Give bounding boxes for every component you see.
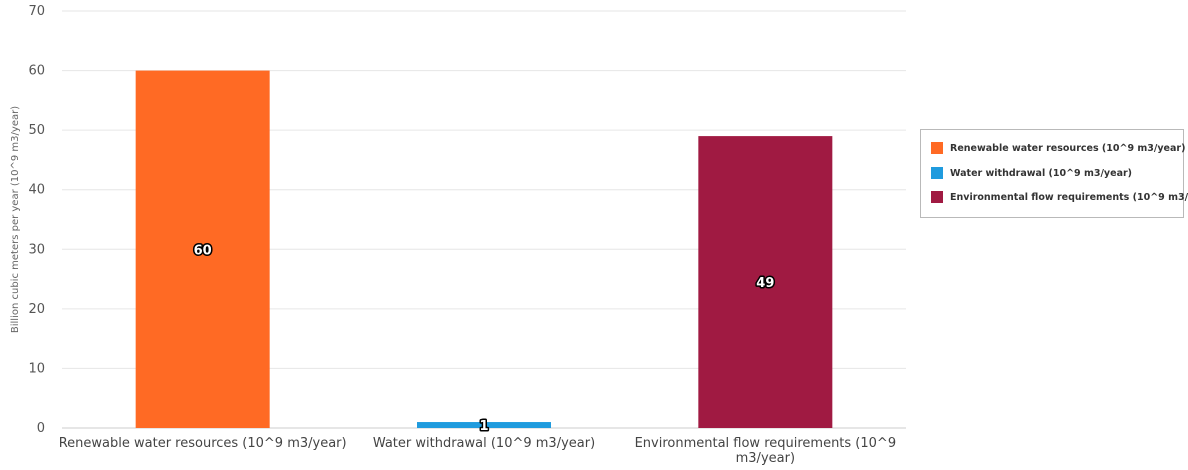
y-tick-label: 30	[28, 242, 45, 257]
legend-swatch-withdrawal	[931, 167, 943, 179]
legend-swatch-environmental	[931, 191, 943, 203]
data-labels: 60 1 49	[192, 242, 776, 436]
y-axis-label: Billion cubic meters per year (10^9 m3/y…	[10, 106, 21, 333]
bar[interactable]	[417, 422, 551, 428]
legend-item-environmental[interactable]: Environmental flow requirements (10^9 m3…	[931, 190, 1188, 204]
data-label: 1	[479, 419, 488, 434]
x-category-label: Water withdrawal (10^9 m3/year)	[373, 436, 595, 451]
legend-swatch-renewable	[931, 142, 943, 154]
bars	[135, 70, 833, 429]
y-tick-label: 0	[37, 421, 45, 436]
x-axis-category-labels: Renewable water resources (10^9 m3/year)…	[59, 436, 896, 466]
bar[interactable]	[135, 70, 270, 429]
legend-label-environmental: Environmental flow requirements (10^9 m3…	[950, 191, 1188, 203]
legend: Renewable water resources (10^9 m3/year)…	[920, 129, 1188, 218]
y-tick-label: 50	[28, 123, 45, 138]
legend-item-withdrawal[interactable]: Water withdrawal (10^9 m3/year)	[931, 166, 1132, 180]
x-category-label: Environmental flow requirements (10^9	[635, 436, 897, 451]
y-tick-label: 10	[28, 361, 45, 376]
x-category-label: m3/year)	[736, 451, 795, 466]
x-category-label: Renewable water resources (10^9 m3/year)	[59, 436, 347, 451]
y-tick-label: 60	[28, 64, 45, 79]
y-tick-label: 40	[28, 183, 45, 198]
legend-item-renewable[interactable]: Renewable water resources (10^9 m3/year)	[931, 141, 1185, 155]
y-tick-label: 70	[28, 4, 45, 19]
data-label: 60	[194, 243, 212, 258]
y-tick-label: 20	[28, 302, 45, 317]
bar[interactable]	[698, 136, 833, 428]
legend-label-withdrawal: Water withdrawal (10^9 m3/year)	[950, 167, 1133, 179]
legend-label-renewable: Renewable water resources (10^9 m3/year)	[950, 142, 1186, 154]
y-axis-ticks: 0 10 20 30 40 50 60 70	[28, 4, 45, 436]
data-label: 49	[756, 276, 774, 291]
